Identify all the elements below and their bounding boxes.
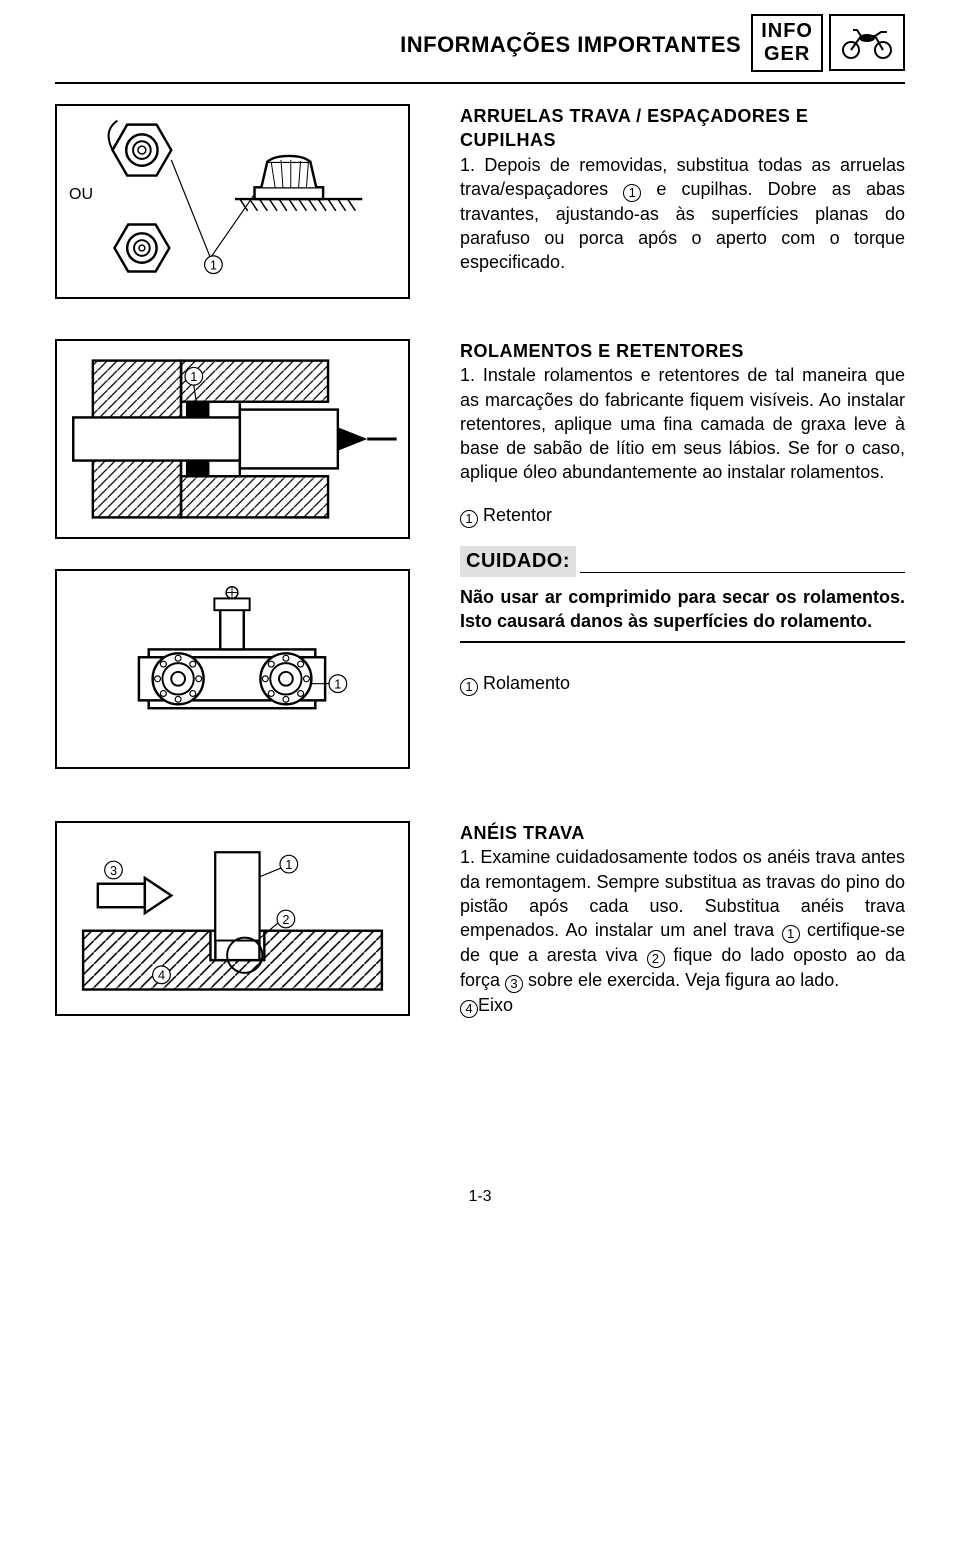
- eixo-label-row: 4Eixo: [460, 993, 905, 1018]
- figure-rolamento: 1: [55, 569, 410, 769]
- svg-text:2: 2: [282, 912, 289, 927]
- figure-retentor: 1: [55, 339, 410, 539]
- svg-text:1: 1: [285, 857, 292, 872]
- circled-1-icon: 1: [460, 510, 478, 528]
- svg-text:3: 3: [110, 863, 117, 878]
- section-rolamentos: 1: [55, 339, 905, 781]
- section-body-arruelas: 1. Depois de removidas, substitua todas …: [460, 153, 905, 275]
- rolamento-label-row: 1 Rolamento: [460, 671, 905, 696]
- section-aneis: 1 2 3 4 ANÉIS TRAVA 1. Examine cuidadosa…: [55, 821, 905, 1028]
- svg-text:1: 1: [190, 369, 197, 384]
- header-box-line2: GER: [761, 43, 813, 66]
- header-box-line1: INFO: [761, 20, 813, 43]
- svg-text:1: 1: [210, 258, 217, 273]
- page-header: INFORMAÇÕES IMPORTANTES INFO GER: [55, 20, 905, 84]
- page-number: 1-3: [55, 1188, 905, 1206]
- circled-4-icon: 4: [460, 1000, 478, 1018]
- motorcycle-icon: [829, 14, 905, 71]
- section-title-arruelas: ARRUELAS TRAVA / ESPAÇADORES E CUPILHAS: [460, 104, 905, 153]
- rolamento-label: Rolamento: [483, 673, 570, 693]
- retentor-label-row: 1 Retentor: [460, 503, 905, 528]
- svg-text:4: 4: [158, 968, 165, 983]
- cuidado-title: CUIDADO:: [460, 546, 576, 577]
- section-arruelas: OU: [55, 104, 905, 311]
- figure-label-ou: OU: [69, 186, 93, 204]
- section-body-rolamentos: 1. Instale rolamentos e retentores de ta…: [460, 363, 905, 484]
- retentor-label: Retentor: [483, 505, 552, 525]
- cuidado-block: Não usar ar comprimido para secar os rol…: [460, 581, 905, 644]
- svg-text:1: 1: [334, 677, 341, 692]
- header-title: INFORMAÇÕES IMPORTANTES: [400, 20, 741, 58]
- circled-1-icon: 1: [460, 678, 478, 696]
- section-body-aneis: 1. Examine cuidadosamente todos os anéis…: [460, 845, 905, 993]
- figure-arruelas: OU: [55, 104, 410, 299]
- header-info-box: INFO GER: [751, 14, 823, 72]
- figure-aneis: 1 2 3 4: [55, 821, 410, 1016]
- eixo-label: Eixo: [478, 995, 513, 1015]
- section-title-rolamentos: ROLAMENTOS E RETENTORES: [460, 339, 905, 363]
- cuidado-body: Não usar ar comprimido para secar os rol…: [460, 585, 905, 634]
- section-title-aneis: ANÉIS TRAVA: [460, 821, 905, 845]
